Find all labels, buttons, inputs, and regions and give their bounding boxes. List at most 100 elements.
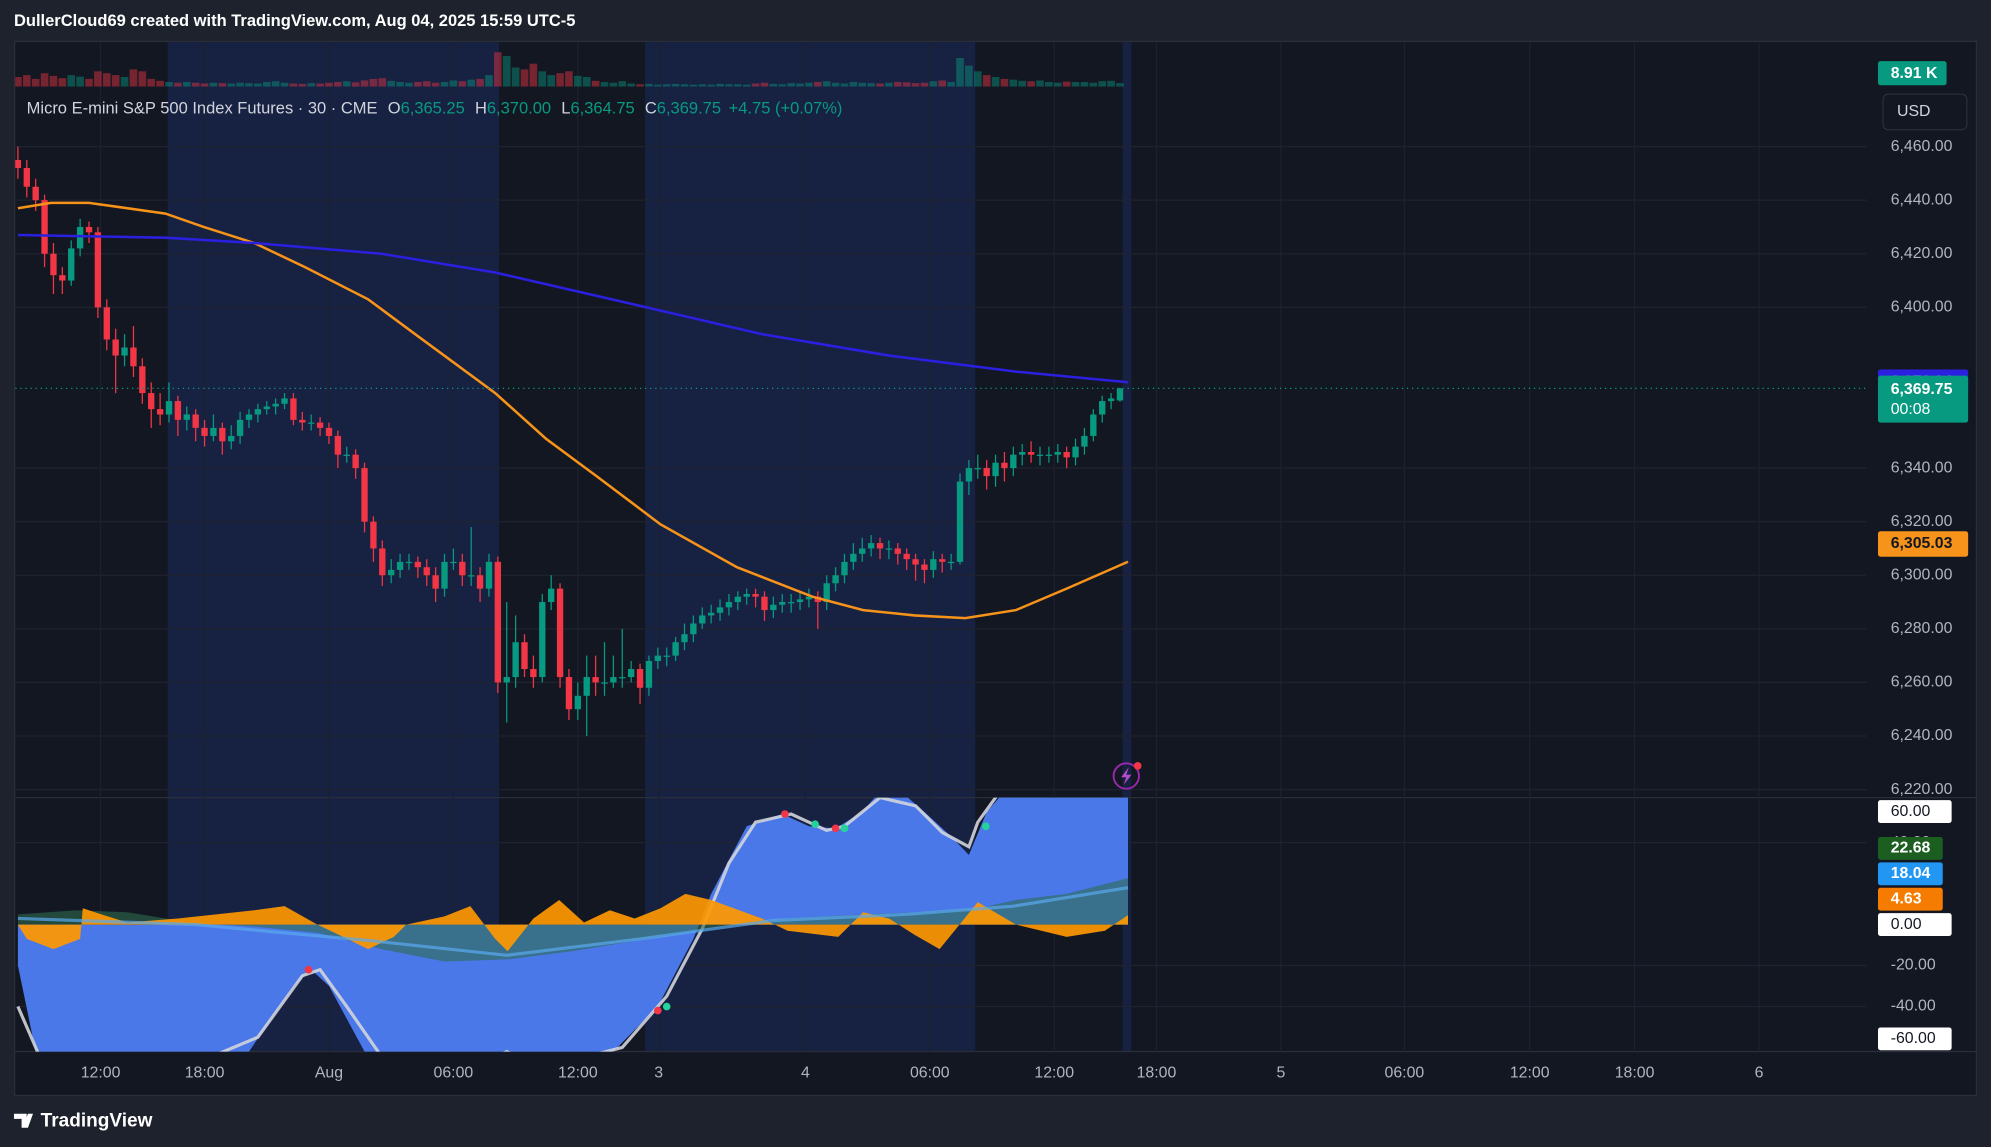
volume-bar <box>742 84 751 87</box>
volume-bar <box>547 75 555 87</box>
volume-bar <box>476 78 484 87</box>
candle-body <box>805 596 813 600</box>
candle-body <box>272 403 279 407</box>
candle-body <box>450 561 457 564</box>
alert-icon[interactable] <box>1112 762 1140 790</box>
candle-body <box>468 575 475 577</box>
x-tick-label: 12:00 <box>558 1064 598 1081</box>
volume-bar <box>778 84 787 87</box>
price-pane <box>15 146 1867 736</box>
candle-body <box>290 398 297 420</box>
y-tick-label: 6,300.00 <box>1891 566 1953 583</box>
candle-body <box>432 575 439 589</box>
candle-body <box>343 454 350 456</box>
legend-value: 6,369.75 <box>657 100 721 118</box>
volume-bar <box>920 82 929 87</box>
candle-body <box>112 339 119 356</box>
candle-body <box>885 548 893 550</box>
volume-bar <box>591 80 600 87</box>
volume-bar <box>58 78 67 87</box>
x-tick-label: 6 <box>1755 1064 1764 1081</box>
volume-bar <box>1000 78 1009 87</box>
y-tick-label: -40.00 <box>1891 998 1936 1015</box>
candle-body <box>148 393 155 410</box>
volume-bar <box>458 81 467 87</box>
volume-bar <box>440 81 449 87</box>
volume-bar <box>502 56 511 87</box>
signal-dot <box>654 1006 662 1015</box>
candle-body <box>94 232 102 308</box>
x-tick-label: 12:00 <box>1034 1064 1074 1081</box>
candle-body <box>1072 446 1079 458</box>
volume-bar <box>449 80 458 87</box>
volume-bar <box>369 78 378 87</box>
volume-bar <box>262 81 271 87</box>
osc-tag <box>1877 800 1952 824</box>
currency-label: USD <box>1897 103 1930 120</box>
volume-bar <box>94 71 102 87</box>
candle-body <box>956 481 964 562</box>
y-tick-label: 6,280.00 <box>1891 620 1953 637</box>
candle-body <box>361 468 368 522</box>
candle-body <box>770 604 777 611</box>
x-tick-label: 06:00 <box>434 1064 474 1081</box>
candle-body <box>1099 401 1106 415</box>
candle-body <box>823 583 830 603</box>
volume-bar <box>734 84 742 87</box>
candle-body <box>894 548 901 554</box>
legend-change: +4.75 (+0.07%) <box>729 100 843 118</box>
volume-bar <box>627 83 635 87</box>
volume-bar <box>902 82 911 87</box>
volume-bar <box>129 69 138 87</box>
volume-bar <box>307 83 316 87</box>
volume-bar <box>751 83 760 87</box>
volume-bar <box>1089 82 1098 87</box>
candle-body <box>201 427 208 436</box>
candle-body <box>23 168 30 187</box>
legend-key: C <box>645 100 657 118</box>
currency-button[interactable] <box>1882 93 1968 131</box>
candle-body <box>254 409 262 415</box>
candle-body <box>308 422 315 424</box>
candle-body <box>352 454 359 469</box>
volume-bar <box>111 75 120 87</box>
last-price-label: 6,369.75 <box>1891 381 1953 398</box>
volume-bar <box>725 84 733 87</box>
signal-dot <box>840 824 849 833</box>
volume-bar <box>191 82 200 87</box>
candle-body <box>512 642 519 678</box>
candle-body <box>396 561 404 570</box>
candle-body <box>236 419 244 436</box>
signal-dot <box>662 1002 671 1011</box>
volume-bar <box>911 83 920 87</box>
signal-dot <box>304 965 313 974</box>
osc-tag <box>1877 913 1952 937</box>
volume-bar <box>467 79 475 87</box>
volume-bar <box>200 83 209 87</box>
signal-dot <box>781 810 789 818</box>
legend-key: O <box>388 100 401 118</box>
x-tick-label: 3 <box>654 1064 663 1081</box>
legend: Micro E-mini S&P 500 Index Futures · 30 … <box>27 100 843 118</box>
volume-bar <box>831 82 840 87</box>
x-tick-label: 18:00 <box>185 1064 225 1081</box>
volume-bar <box>351 82 360 87</box>
candle-body <box>867 543 875 549</box>
volume-bar <box>85 78 93 87</box>
candle-body <box>414 561 422 568</box>
osc-tag-label: 22.68 <box>1891 840 1931 857</box>
y-tick-label: -20.00 <box>1891 957 1936 974</box>
candle-body <box>707 612 715 616</box>
x-tick-label: 18:00 <box>1615 1064 1655 1081</box>
y-tick-label: 6,240.00 <box>1891 727 1953 744</box>
legend-key: L <box>561 100 570 118</box>
candle-body <box>1107 398 1115 402</box>
x-tick-label: 4 <box>801 1064 810 1081</box>
candle-body <box>547 588 555 603</box>
osc-tag-label: 0.00 <box>1891 916 1922 933</box>
candle-body <box>983 468 990 477</box>
volume-bar <box>102 73 111 87</box>
candle-body <box>379 548 386 576</box>
alert-icon-bolt <box>1121 767 1132 785</box>
